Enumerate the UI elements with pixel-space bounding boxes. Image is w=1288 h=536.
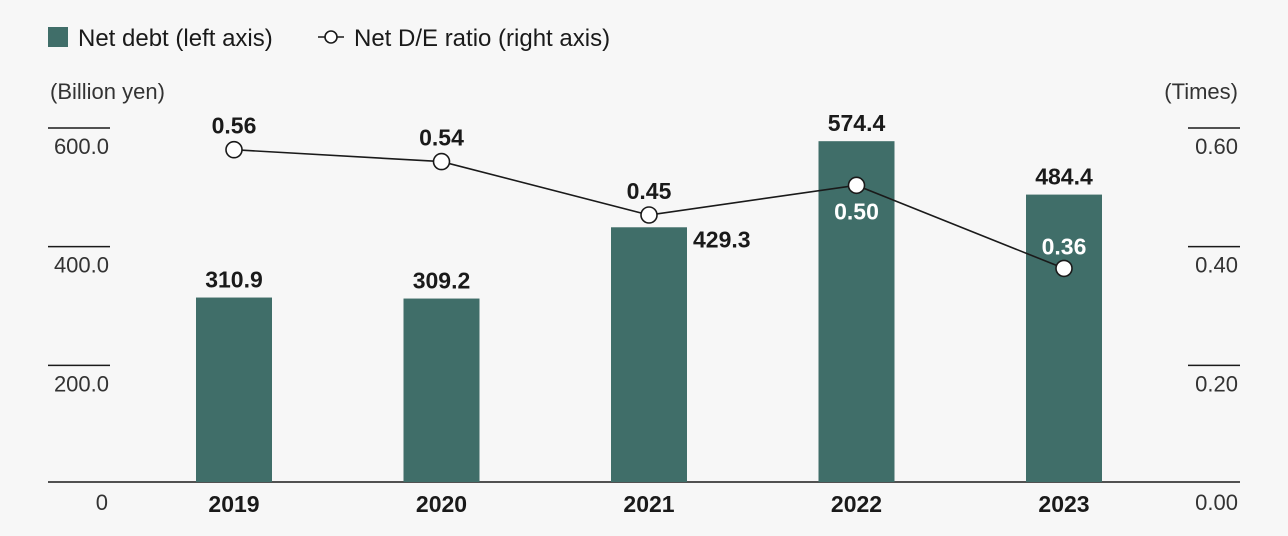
legend-line-marker	[324, 30, 338, 44]
ratio-point	[640, 206, 658, 224]
ratio-value-label: 0.36	[1042, 233, 1087, 259]
axis-ticks: 0 200.0 400.0 600.0 0.00 0.20 0.40 0.60	[48, 127, 1240, 515]
category-label: 2020	[416, 491, 467, 517]
ratio-line-layer	[225, 140, 1073, 278]
bar-net-debt	[196, 297, 272, 482]
ratio-value-label: 0.45	[627, 178, 672, 204]
bar-value-label: 429.3	[693, 226, 751, 252]
right-tick-label: 0.20	[1195, 371, 1238, 396]
bar-net-debt	[403, 298, 480, 482]
right-axis-unit: (Times)	[1164, 79, 1238, 104]
data-labels: 310.9 309.2 429.3 574.4 484.4 0.56 0.54 0.45 0.5…	[205, 110, 1093, 293]
bar-value-label: 574.4	[828, 110, 886, 136]
category-label: 2021	[623, 491, 674, 517]
legend-bar-label: Net debt (left axis)	[78, 25, 273, 52]
right-tick-label: 0.40	[1195, 253, 1238, 278]
ratio-point	[225, 140, 243, 159]
legend-line-label: Net D/E ratio (right axis)	[354, 25, 610, 52]
legend: Net debt (left axis) Net D/E ratio (righ…	[48, 25, 610, 52]
left-axis-unit: (Billion yen)	[50, 79, 165, 104]
ratio-point	[847, 176, 866, 195]
bar-net-debt	[1026, 194, 1102, 482]
bars	[196, 141, 1102, 482]
category-labels: 2019 2020 2021 2022 2023	[208, 491, 1089, 517]
ratio-value-label: 0.50	[834, 198, 879, 224]
left-tick-label: 600.0	[54, 134, 109, 159]
ratio-point	[432, 152, 451, 171]
bar-net-debt	[611, 227, 687, 482]
left-tick-label: 0	[96, 490, 108, 515]
right-tick-label: 0.60	[1195, 134, 1238, 159]
ratio-point	[1055, 259, 1073, 278]
left-tick-label: 200.0	[54, 371, 109, 396]
bar-value-label: 310.9	[205, 267, 263, 293]
bar-value-label: 309.2	[413, 268, 471, 294]
right-tick-label: 0.00	[1195, 490, 1238, 515]
category-label: 2019	[208, 491, 259, 517]
left-tick-label: 400.0	[54, 253, 109, 278]
category-label: 2022	[831, 491, 882, 517]
bar-value-label: 484.4	[1035, 164, 1093, 190]
bar-net-debt	[818, 141, 895, 482]
legend-bar-swatch	[48, 27, 68, 47]
ratio-value-label: 0.54	[419, 125, 464, 151]
category-label: 2023	[1038, 491, 1089, 517]
ratio-value-label: 0.56	[212, 113, 257, 139]
